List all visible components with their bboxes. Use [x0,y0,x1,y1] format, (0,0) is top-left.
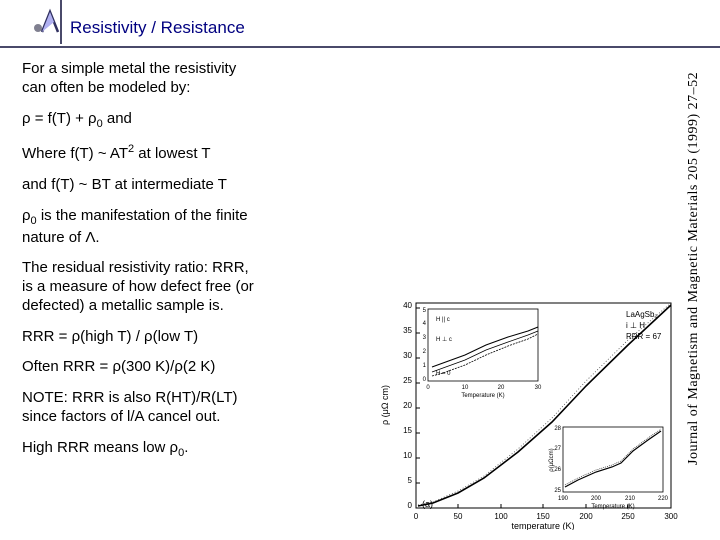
para-5: ρ0 is the manifestation of the finite na… [22,207,702,248]
svg-text:50: 50 [454,512,463,521]
svg-text:190: 190 [558,496,569,502]
slide-header: Resistivity / Resistance [0,0,720,48]
svg-text:15: 15 [403,426,412,435]
para-4: and f(T) ~ BT at intermediate T [22,176,702,195]
svg-text:10: 10 [403,451,412,460]
svg-text:20: 20 [403,401,412,410]
svg-text:H = 0: H = 0 [436,371,451,377]
svg-text:210: 210 [625,496,636,502]
xlabel: temperature (K) [511,521,574,530]
ylabel: ρ (μΩ cm) [380,385,390,425]
svg-text:H || c: H || c [436,317,450,323]
svg-text:20: 20 [498,385,505,391]
svg-text:26: 26 [554,467,561,473]
resistivity-chart: 0 5 10 15 20 25 30 35 40 0 50 100 150 20… [378,295,678,530]
svg-text:5: 5 [408,476,413,485]
svg-text:0: 0 [408,501,413,510]
svg-text:200: 200 [579,512,593,521]
svg-text:200: 200 [591,496,602,502]
svg-text:40: 40 [403,301,412,310]
svg-text:30: 30 [403,351,412,360]
svg-text:25: 25 [554,488,561,494]
svg-text:220: 220 [658,496,669,502]
svg-text:150: 150 [536,512,550,521]
corner-label: (a) [422,499,433,509]
svg-text:35: 35 [403,326,412,335]
svg-text:28: 28 [554,426,561,432]
svg-text:LaAgSb₂: LaAgSb₂ [626,310,658,319]
svg-text:100: 100 [494,512,508,521]
svg-text:30: 30 [535,385,542,391]
svg-text:0: 0 [414,512,419,521]
svg-text:27: 27 [554,446,561,452]
svg-text:Temperature (K): Temperature (K) [461,393,504,399]
svg-text:250: 250 [621,512,635,521]
svg-text:Temperature (K): Temperature (K) [591,504,634,510]
para-2: ρ = f(T) + ρ0 and [22,110,702,132]
para-1: For a simple metal the resistivity can o… [22,60,702,98]
page-title: Resistivity / Resistance [70,18,720,38]
svg-text:10: 10 [462,385,469,391]
svg-text:RRR = 67: RRR = 67 [626,332,662,341]
logo-icon [28,6,60,38]
svg-text:300: 300 [664,512,678,521]
header-vline [60,0,62,44]
svg-text:ρ(μΩcm): ρ(μΩcm) [549,448,555,471]
journal-citation: Journal of Magnetism and Magnetic Materi… [686,8,716,528]
svg-text:i ⊥ H: i ⊥ H [626,321,645,330]
para-3: Where f(T) ~ AT2 at lowest T [22,143,702,164]
svg-text:H ⊥ c: H ⊥ c [436,336,452,343]
svg-text:25: 25 [403,376,412,385]
